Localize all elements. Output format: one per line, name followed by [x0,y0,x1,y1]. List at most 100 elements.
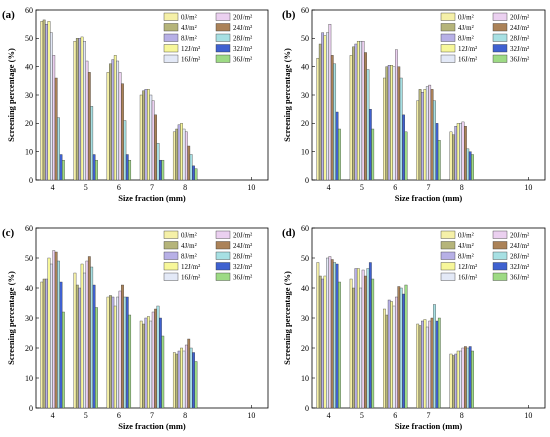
bar [385,314,389,409]
bar [159,159,162,181]
bar [57,117,60,181]
legend-swatch [215,230,231,239]
legend-swatch [215,12,231,21]
y-tick-label: 50 [301,34,309,43]
legend-label: 20J/m² [233,14,252,22]
legend-swatch [163,251,179,260]
bar [175,128,179,181]
bar [437,317,441,409]
legend-label: 24J/m² [233,24,252,32]
bar [399,287,403,409]
bar [456,123,460,181]
bar [180,123,183,181]
x-tick-label: 8 [460,183,464,192]
bar [144,317,148,409]
bar [90,106,94,181]
bar [390,65,393,181]
legend-swatch [492,241,508,250]
bar [364,52,367,181]
x-tick-label: 6 [117,411,121,420]
legend-label: 8J/m² [458,253,474,261]
legend-label: 4J/m² [458,242,474,250]
x-tick-label: 10 [247,183,255,192]
bar [395,49,398,181]
bar [139,320,143,409]
legend-label: 24J/m² [510,242,529,250]
bar [118,72,122,181]
bar [471,350,474,409]
bar [192,165,195,181]
legend-swatch [163,262,179,271]
x-tick-label: 6 [117,183,121,192]
bar [151,100,155,181]
y-tick-label: 10 [301,374,309,383]
legend-swatch [163,12,179,21]
bar [330,259,334,409]
legend-swatch [440,54,456,63]
legend-label: 32J/m² [233,263,252,271]
bar [49,32,53,181]
bar [92,284,96,409]
panel-label: (a) [2,9,15,21]
x-tick-label: 7 [427,183,431,192]
bar [85,260,89,409]
legend-label: 28J/m² [233,253,252,261]
y-tick-label: 20 [25,344,33,353]
y-tick-label: 50 [25,254,33,263]
bar [328,23,332,181]
bar [73,40,77,181]
bar [449,353,453,409]
bar [154,308,157,409]
bar [390,301,393,409]
bar [368,108,372,181]
bar [421,91,424,181]
y-tick-label: 20 [301,119,309,128]
bar [316,262,320,409]
bar [368,262,372,409]
bar [106,296,110,409]
legend-swatch [440,251,456,260]
y-tick-label: 30 [301,314,309,323]
bar [113,305,117,409]
legend-label: 0J/m² [458,232,474,240]
legend-swatch [163,23,179,32]
bar [321,32,325,181]
y-tick-label: 0 [305,404,309,413]
x-tick-label: 8 [183,183,187,192]
bar [349,278,353,409]
x-tick-label: 4 [51,183,55,192]
y-tick-label: 0 [29,176,33,185]
bar [61,159,65,181]
bar [85,60,89,181]
legend-swatch [163,33,179,42]
bar [454,125,458,181]
bar [397,286,401,409]
legend-swatch [440,262,456,271]
bar [113,55,117,181]
bar [111,59,115,181]
bar [338,281,341,409]
legend-swatch [163,54,179,63]
bar [356,268,360,409]
bar [328,256,332,409]
bar [149,94,153,181]
bar [352,287,355,409]
x-axis-title: Size fraction (mm) [118,421,186,431]
bar [456,350,460,409]
bar [61,311,65,409]
bar [45,23,48,181]
bar [366,268,370,409]
bar [323,275,327,409]
panel-label: (c) [2,227,15,239]
bar [364,275,367,409]
bar [161,159,165,181]
legend-swatch [440,272,456,281]
y-tick-label: 40 [301,62,309,71]
y-axis-title: Screening percentage (%) [6,271,16,365]
x-tick-label: 4 [51,411,55,420]
bar [356,40,360,181]
bar [418,89,422,181]
legend-label: 12J/m² [181,263,200,271]
legend-label: 0J/m² [181,14,197,22]
chart-panel-3: (d) 0 10 20 30 40 50 60 4 5 6 7 8 10 Size fraction (mm… [282,224,546,431]
